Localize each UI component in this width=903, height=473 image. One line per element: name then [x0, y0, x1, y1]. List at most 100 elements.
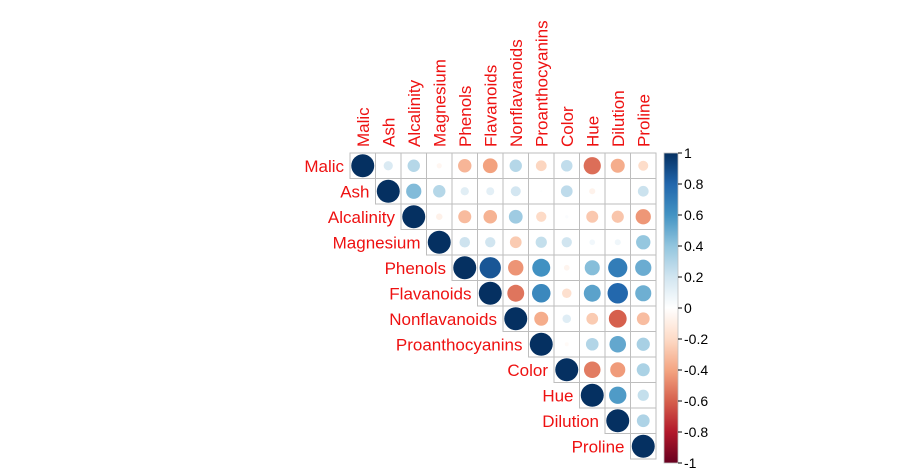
corr-circle-proanthocyanins-hue	[585, 337, 599, 351]
circle-layer	[351, 154, 655, 458]
corr-circle-ash-magnesium	[433, 185, 446, 198]
grid-cell	[630, 433, 657, 460]
corr-circle-magnesium-nonflavanoids	[509, 236, 522, 249]
corr-circle-ash-nonflavanoids	[510, 186, 521, 197]
corr-circle-malic-proline	[638, 160, 649, 171]
colorbar-tick-label: 0.4	[684, 238, 704, 254]
corr-circle-nonflavanoids-color	[562, 314, 572, 324]
corr-circle-malic-malic	[351, 154, 375, 178]
col-label-alcalinity: Alcalinity	[405, 79, 424, 147]
row-label-nonflavanoids: Nonflavanoids	[389, 310, 497, 329]
corr-circle-alcalinity-color	[565, 215, 569, 219]
corr-circle-alcalinity-magnesium	[436, 213, 443, 220]
corr-circle-ash-flavanoids	[486, 187, 495, 196]
corr-circle-nonflavanoids-nonflavanoids	[504, 307, 528, 331]
colorbar-tick-label: -0.2	[684, 331, 708, 347]
corr-circle-magnesium-flavanoids	[485, 237, 496, 248]
row-label-color: Color	[507, 361, 548, 380]
corr-circle-malic-dilution	[610, 158, 625, 173]
corr-circle-dilution-dilution	[606, 409, 630, 433]
corr-circle-magnesium-phenols	[459, 236, 471, 248]
corr-circle-ash-hue	[589, 188, 596, 195]
corr-circle-proanthocyanins-dilution	[609, 335, 627, 353]
col-label-proline: Proline	[634, 94, 653, 147]
corr-circle-magnesium-proanthocyanins	[535, 236, 547, 248]
corr-circle-malic-phenols	[458, 159, 472, 173]
col-label-ash: Ash	[379, 118, 398, 147]
corr-circle-phenols-proanthocyanins	[532, 258, 551, 277]
corr-circle-hue-hue	[580, 383, 604, 407]
colorbar: 1 0.8 0.6 0.4 0.2 0 -0.2 -0.4 -0.6 -0.8 -1	[663, 145, 708, 471]
corr-circle-alcalinity-hue	[586, 210, 599, 223]
corr-circle-phenols-hue	[584, 260, 600, 276]
row-label-proanthocyanins: Proanthocyanins	[396, 335, 523, 354]
colorbar-gradient	[663, 152, 679, 464]
row-labels: Malic Ash Alcalinity Magnesium Phenols Flavan…	[304, 157, 624, 457]
corr-circle-phenols-nonflavanoids	[508, 260, 524, 276]
corr-circle-ash-proanthocyanins	[540, 190, 543, 193]
colorbar-tick-label: 0	[684, 300, 692, 316]
corr-circle-malic-flavanoids	[482, 158, 498, 174]
corr-circle-phenols-flavanoids	[479, 257, 501, 279]
corr-circle-color-hue	[583, 361, 601, 379]
grid-layer	[349, 152, 657, 460]
corr-circle-nonflavanoids-hue	[586, 312, 599, 325]
corr-circle-ash-alcalinity	[406, 183, 422, 199]
col-label-proanthocyanins: Proanthocyanins	[532, 20, 551, 147]
col-label-phenols: Phenols	[456, 86, 475, 147]
corr-circle-ash-ash	[376, 179, 400, 203]
corr-circle-proline-proline	[631, 434, 655, 458]
row-label-malic: Malic	[304, 157, 344, 176]
corr-circle-proanthocyanins-proline	[636, 337, 650, 351]
corr-circle-flavanoids-proline	[635, 285, 652, 302]
col-label-magnesium: Magnesium	[430, 59, 449, 147]
corr-circle-ash-phenols	[460, 187, 469, 196]
colorbar-tick-label: -0.4	[684, 362, 708, 378]
row-label-magnesium: Magnesium	[333, 233, 421, 252]
corr-circle-magnesium-hue	[589, 239, 596, 246]
corr-circle-phenols-phenols	[453, 256, 477, 280]
row-label-dilution: Dilution	[542, 412, 599, 431]
row-label-hue: Hue	[542, 386, 573, 405]
corr-circle-alcalinity-phenols	[458, 210, 472, 224]
column-labels: Malic Ash Alcalinity Magnesium Phenols Flavan…	[354, 20, 654, 147]
corr-circle-malic-nonflavanoids	[509, 159, 522, 172]
corr-circle-alcalinity-dilution	[611, 210, 624, 223]
row-label-ash: Ash	[340, 182, 369, 201]
corr-circle-ash-proline	[637, 185, 649, 197]
corr-circle-alcalinity-alcalinity	[402, 205, 426, 229]
col-label-hue: Hue	[583, 116, 602, 147]
corr-circle-flavanoids-proanthocyanins	[531, 283, 551, 303]
corr-circle-flavanoids-dilution	[607, 283, 628, 304]
corr-circle-malic-ash	[383, 161, 393, 171]
corr-circle-magnesium-magnesium	[427, 230, 451, 254]
col-label-malic: Malic	[354, 107, 373, 147]
corr-circle-malic-magnesium	[436, 163, 442, 169]
corr-circle-nonflavanoids-proline	[636, 312, 650, 326]
corr-circle-malic-proanthocyanins	[535, 160, 547, 172]
corr-circle-alcalinity-proanthocyanins	[536, 211, 547, 222]
colorbar-tick-label: 0.2	[684, 269, 704, 285]
colorbar-tick-label: 1	[684, 145, 692, 161]
corr-circle-ash-color	[560, 185, 573, 198]
colorbar-tick-label: 0.6	[684, 207, 704, 223]
corr-circle-hue-proline	[637, 389, 649, 401]
row-label-flavanoids: Flavanoids	[389, 284, 471, 303]
corr-circle-malic-alcalinity	[407, 159, 420, 172]
colorbar-tick-label: -0.6	[684, 393, 708, 409]
corr-circle-magnesium-proline	[636, 235, 651, 250]
corr-circle-malic-color	[561, 160, 573, 172]
row-label-phenols: Phenols	[385, 259, 446, 278]
corr-circle-dilution-proline	[636, 414, 650, 428]
corr-circle-phenols-color	[563, 264, 570, 271]
row-label-alcalinity: Alcalinity	[328, 208, 396, 227]
corr-circle-alcalinity-flavanoids	[483, 209, 498, 224]
corr-circle-nonflavanoids-proanthocyanins	[534, 311, 549, 326]
corr-circle-flavanoids-hue	[583, 284, 601, 302]
corr-circle-phenols-proline	[635, 259, 652, 276]
colorbar-tick-label: 0.8	[684, 176, 704, 192]
corr-circle-magnesium-dilution	[614, 239, 621, 246]
corr-circle-flavanoids-flavanoids	[478, 281, 502, 305]
corr-circle-proanthocyanins-color	[564, 342, 569, 347]
corr-circle-malic-hue	[583, 157, 601, 175]
